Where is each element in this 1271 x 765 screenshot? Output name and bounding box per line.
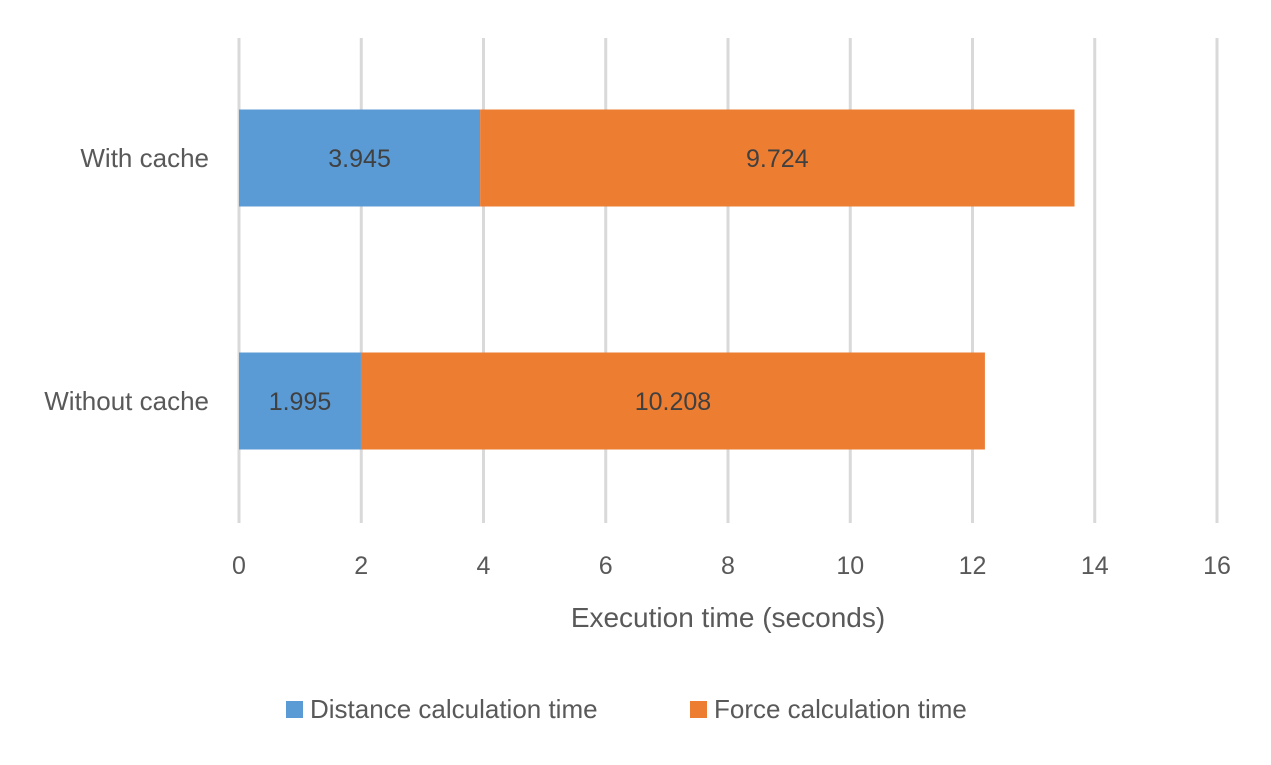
x-tick-label: 0 xyxy=(232,552,246,580)
legend-swatch xyxy=(286,701,303,718)
category-labels: With cache Without cache xyxy=(44,143,209,416)
category-label: With cache xyxy=(80,143,209,173)
legend: Distance calculation time Force calculati… xyxy=(286,694,967,724)
legend-label: Force calculation time xyxy=(714,694,967,724)
x-tick-label: 4 xyxy=(477,552,491,580)
category-label: Without cache xyxy=(44,386,209,416)
bars: 3.945 9.724 1.995 10.208 xyxy=(239,109,1075,450)
x-tick-label: 8 xyxy=(721,552,735,580)
bar-segment xyxy=(239,109,481,207)
x-tick-label: 16 xyxy=(1203,552,1231,580)
x-tick-label: 14 xyxy=(1081,552,1109,580)
x-tick-labels: 0 2 4 6 8 10 12 14 16 xyxy=(232,552,1231,580)
x-tick-label: 12 xyxy=(959,552,987,580)
data-label: 9.724 xyxy=(746,145,809,173)
x-tick-label: 10 xyxy=(836,552,864,580)
bar-segment xyxy=(480,109,1075,207)
data-label: 10.208 xyxy=(635,388,711,416)
data-label: 3.945 xyxy=(328,145,391,173)
legend-swatch xyxy=(690,701,707,718)
bar-segment xyxy=(239,352,361,450)
x-tick-label: 2 xyxy=(354,552,368,580)
legend-label: Distance calculation time xyxy=(310,694,598,724)
x-axis-title: Execution time (seconds) xyxy=(571,602,885,633)
x-tick-label: 6 xyxy=(599,552,613,580)
bar-segment xyxy=(360,352,985,450)
data-label: 1.995 xyxy=(269,388,332,416)
